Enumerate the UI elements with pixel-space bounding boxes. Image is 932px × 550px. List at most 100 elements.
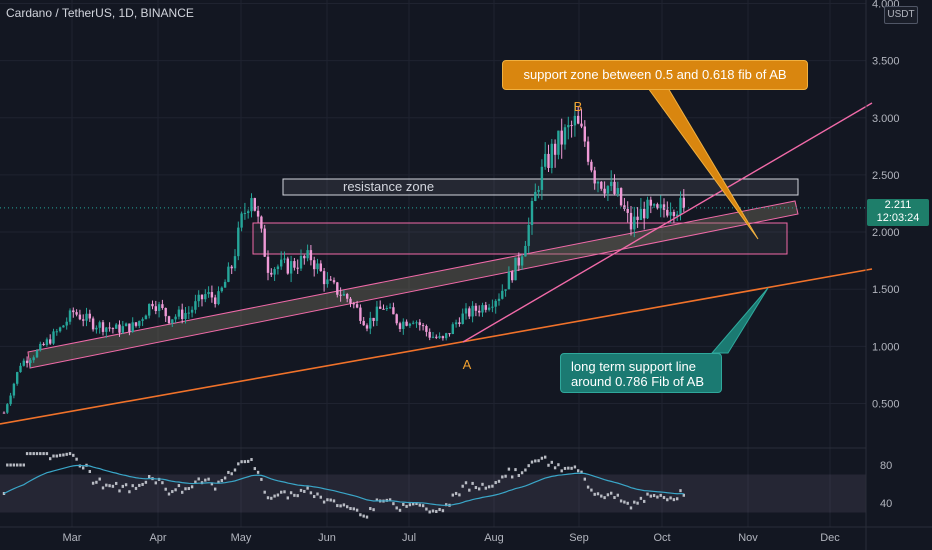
candle-down bbox=[134, 322, 138, 326]
oscillator-bar bbox=[95, 480, 98, 484]
candle-down bbox=[418, 322, 421, 326]
candle-up bbox=[98, 322, 101, 328]
candle-down bbox=[88, 313, 91, 319]
candle-down bbox=[49, 339, 52, 344]
oscillator-bar bbox=[428, 510, 431, 514]
unit-badge[interactable]: USDT bbox=[884, 6, 918, 24]
candle-down bbox=[600, 181, 603, 189]
candle-down bbox=[108, 327, 111, 329]
resistance-zone-label: resistance zone bbox=[343, 179, 434, 194]
oscillator-bar bbox=[596, 492, 600, 496]
candle-up bbox=[233, 256, 237, 269]
candle-up bbox=[464, 308, 468, 314]
candle-down bbox=[425, 326, 428, 332]
oscillator-bar bbox=[253, 467, 256, 471]
oscillator-bar bbox=[520, 471, 524, 475]
oscillator-bar bbox=[250, 458, 253, 462]
oscillator-bar bbox=[388, 498, 392, 502]
candle-down bbox=[210, 292, 214, 298]
oscillator-bar bbox=[656, 495, 659, 499]
candle-up bbox=[524, 245, 527, 257]
oscillator-bar bbox=[586, 485, 590, 489]
oscillator-bar bbox=[296, 494, 299, 498]
long-term-text-2: around 0.786 Fib of AB bbox=[571, 374, 704, 389]
month-tick-label: Apr bbox=[149, 532, 166, 544]
candle-down bbox=[101, 322, 105, 332]
oscillator-bar bbox=[372, 508, 375, 512]
candle-up bbox=[514, 257, 517, 281]
oscillator-bar bbox=[121, 484, 124, 488]
oscillator-bar bbox=[458, 493, 461, 497]
candle-up bbox=[402, 321, 405, 329]
candle-up bbox=[62, 325, 65, 328]
month-tick-label: May bbox=[231, 532, 252, 544]
oscillator-bar bbox=[319, 495, 322, 499]
candle-up bbox=[431, 336, 435, 338]
candle-up bbox=[494, 300, 497, 307]
candle-up bbox=[487, 307, 491, 310]
candle-up bbox=[217, 291, 220, 305]
oscillator-bar bbox=[402, 502, 405, 506]
candle-down bbox=[319, 263, 322, 272]
oscillator-bar bbox=[616, 493, 619, 497]
oscillator-bar bbox=[501, 475, 504, 479]
oscillator-bar bbox=[421, 504, 425, 508]
oscillator-bar bbox=[111, 484, 115, 488]
oscillator-bar bbox=[190, 485, 194, 489]
oscillator-bar bbox=[659, 493, 662, 497]
candle-down bbox=[355, 304, 359, 308]
oscillator-band bbox=[0, 474, 866, 513]
candle-down bbox=[72, 310, 75, 313]
candle-up bbox=[540, 166, 544, 190]
candle-up bbox=[184, 313, 187, 319]
candle-down bbox=[118, 324, 121, 333]
oscillator-bar bbox=[355, 508, 359, 512]
candle-up bbox=[652, 204, 656, 206]
long-term-support-callout[interactable]: long term support line around 0.786 Fib … bbox=[560, 353, 722, 393]
oscillator-bar bbox=[91, 481, 95, 485]
candle-up bbox=[194, 301, 197, 310]
candle-down bbox=[167, 316, 171, 324]
oscillator-bar bbox=[441, 509, 445, 513]
long-term-text-1: long term support line bbox=[571, 359, 697, 374]
candle-up bbox=[289, 261, 293, 274]
month-tick-label: Sep bbox=[569, 532, 589, 544]
price-tick-label: 2.000 bbox=[872, 227, 900, 239]
oscillator-bar bbox=[534, 459, 537, 463]
candle-down bbox=[230, 266, 233, 269]
candle-down bbox=[613, 181, 616, 194]
ab-trend-line bbox=[462, 102, 873, 343]
candle-down bbox=[666, 209, 669, 216]
candle-up bbox=[527, 224, 530, 246]
support-zone-box bbox=[252, 222, 788, 255]
oscillator-bar bbox=[352, 507, 355, 511]
oscillator-bar bbox=[9, 463, 12, 467]
candle-up bbox=[530, 201, 534, 225]
oscillator-bar bbox=[445, 503, 448, 507]
oscillator-bar bbox=[263, 490, 266, 494]
oscillator-bar bbox=[134, 486, 138, 490]
candle-up bbox=[306, 250, 309, 259]
candle-up bbox=[16, 372, 19, 384]
candle-up bbox=[204, 294, 207, 300]
candle-down bbox=[474, 305, 478, 311]
oscillator-bar bbox=[207, 477, 210, 481]
support-zone-callout[interactable]: support zone between 0.5 and 0.618 fib o… bbox=[502, 60, 808, 90]
candle-down bbox=[349, 298, 352, 304]
candle-down bbox=[75, 312, 78, 315]
candle-up bbox=[35, 350, 39, 358]
oscillator-signal-line bbox=[3, 464, 684, 506]
candle-down bbox=[643, 208, 646, 219]
candle-down bbox=[286, 258, 289, 274]
oscillator-bar bbox=[666, 498, 669, 502]
oscillator-bar bbox=[204, 478, 207, 482]
candle-down bbox=[346, 294, 349, 299]
candle-down bbox=[626, 208, 629, 213]
candle-down bbox=[405, 321, 408, 326]
oscillator-bar bbox=[154, 481, 157, 485]
candle-down bbox=[484, 305, 487, 310]
oscillator-bar bbox=[45, 452, 49, 456]
month-tick-label: Dec bbox=[820, 532, 840, 544]
candle-up bbox=[247, 211, 250, 213]
